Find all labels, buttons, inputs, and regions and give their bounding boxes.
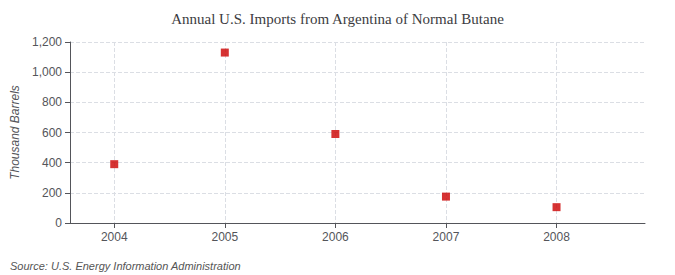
svg-text:200: 200 — [42, 186, 62, 200]
svg-text:0: 0 — [55, 216, 62, 230]
svg-text:1,000: 1,000 — [32, 65, 62, 79]
svg-text:800: 800 — [42, 95, 62, 109]
svg-text:2006: 2006 — [322, 230, 349, 244]
svg-text:2008: 2008 — [543, 230, 570, 244]
svg-text:2007: 2007 — [433, 230, 460, 244]
svg-text:Source: U.S. Energy Informatio: Source: U.S. Energy Information Administ… — [10, 260, 241, 272]
svg-text:400: 400 — [42, 156, 62, 170]
svg-text:2004: 2004 — [101, 230, 128, 244]
svg-text:1,200: 1,200 — [32, 35, 62, 49]
svg-text:Thousand Barrels: Thousand Barrels — [8, 85, 22, 180]
svg-text:600: 600 — [42, 126, 62, 140]
svg-text:2005: 2005 — [211, 230, 238, 244]
svg-text:Annual U.S. Imports from Argen: Annual U.S. Imports from Argentina of No… — [171, 11, 504, 27]
